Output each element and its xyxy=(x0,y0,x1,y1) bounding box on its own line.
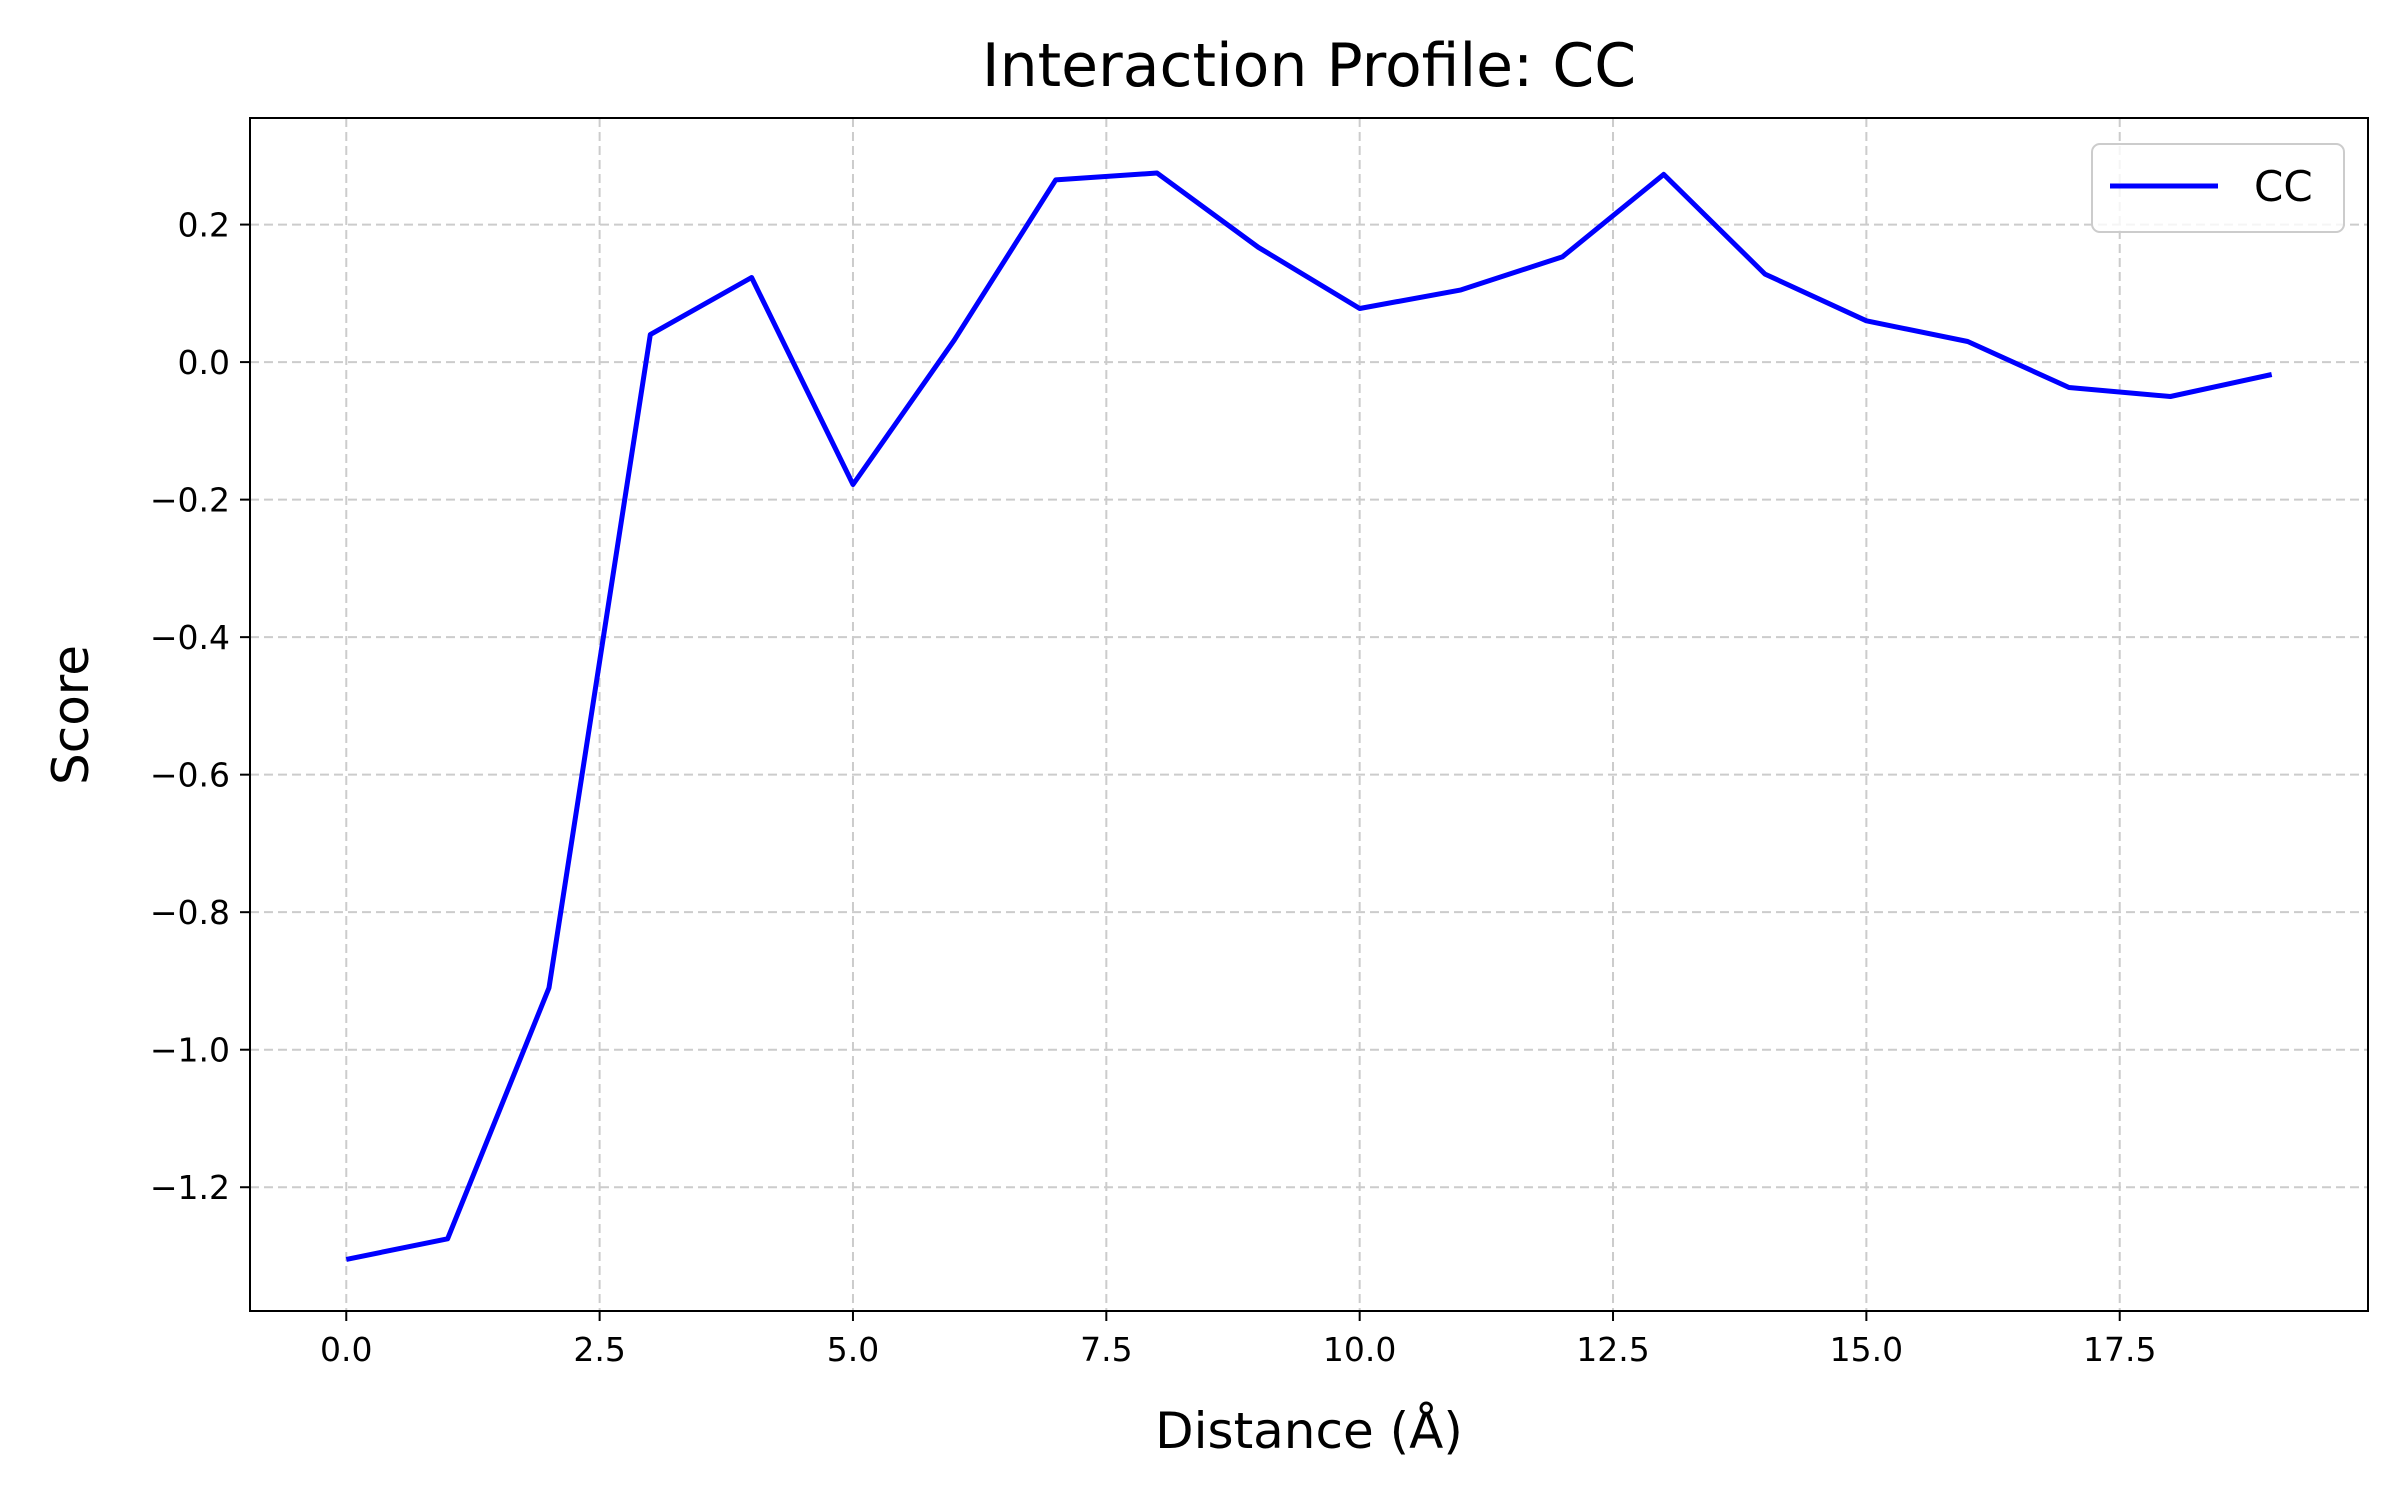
x-tick-label: 15.0 xyxy=(1830,1330,1903,1369)
x-tick-label: 12.5 xyxy=(1576,1330,1649,1369)
series-layer xyxy=(345,170,2273,1262)
x-tick-label: 2.5 xyxy=(573,1330,625,1369)
y-tick-label: −1.2 xyxy=(150,1168,230,1207)
x-tick-label: 7.5 xyxy=(1080,1330,1132,1369)
y-axis-title: Score xyxy=(42,645,100,785)
y-tick-label: −0.4 xyxy=(150,618,230,657)
y-tick-label: 0.2 xyxy=(178,206,230,245)
x-tick-label: 0.0 xyxy=(320,1330,372,1369)
legend: CC xyxy=(2091,143,2345,233)
y-tick-label: −1.0 xyxy=(150,1031,230,1070)
x-tick-label: 10.0 xyxy=(1323,1330,1396,1369)
series-line-cc xyxy=(345,170,2273,1262)
chart-title: Interaction Profile: CC xyxy=(982,31,1636,101)
plot-frame xyxy=(249,117,2369,1312)
y-tick-label: −0.6 xyxy=(150,756,230,795)
y-tick-label: −0.2 xyxy=(150,481,230,520)
x-axis-title: Distance (Å) xyxy=(1155,1402,1463,1460)
y-tick-label: 0.0 xyxy=(178,343,230,382)
x-tick-label: 17.5 xyxy=(2083,1330,2156,1369)
x-tick-label: 5.0 xyxy=(827,1330,879,1369)
y-tick-label: −0.8 xyxy=(150,893,230,932)
axis-ticks: 0.0 2.5 5.0 7.5 10.0 12.5 15.0 17.5 0.2 0.0 −0.2 −0… xyxy=(150,206,2157,1369)
legend-label: CC xyxy=(2254,162,2313,211)
